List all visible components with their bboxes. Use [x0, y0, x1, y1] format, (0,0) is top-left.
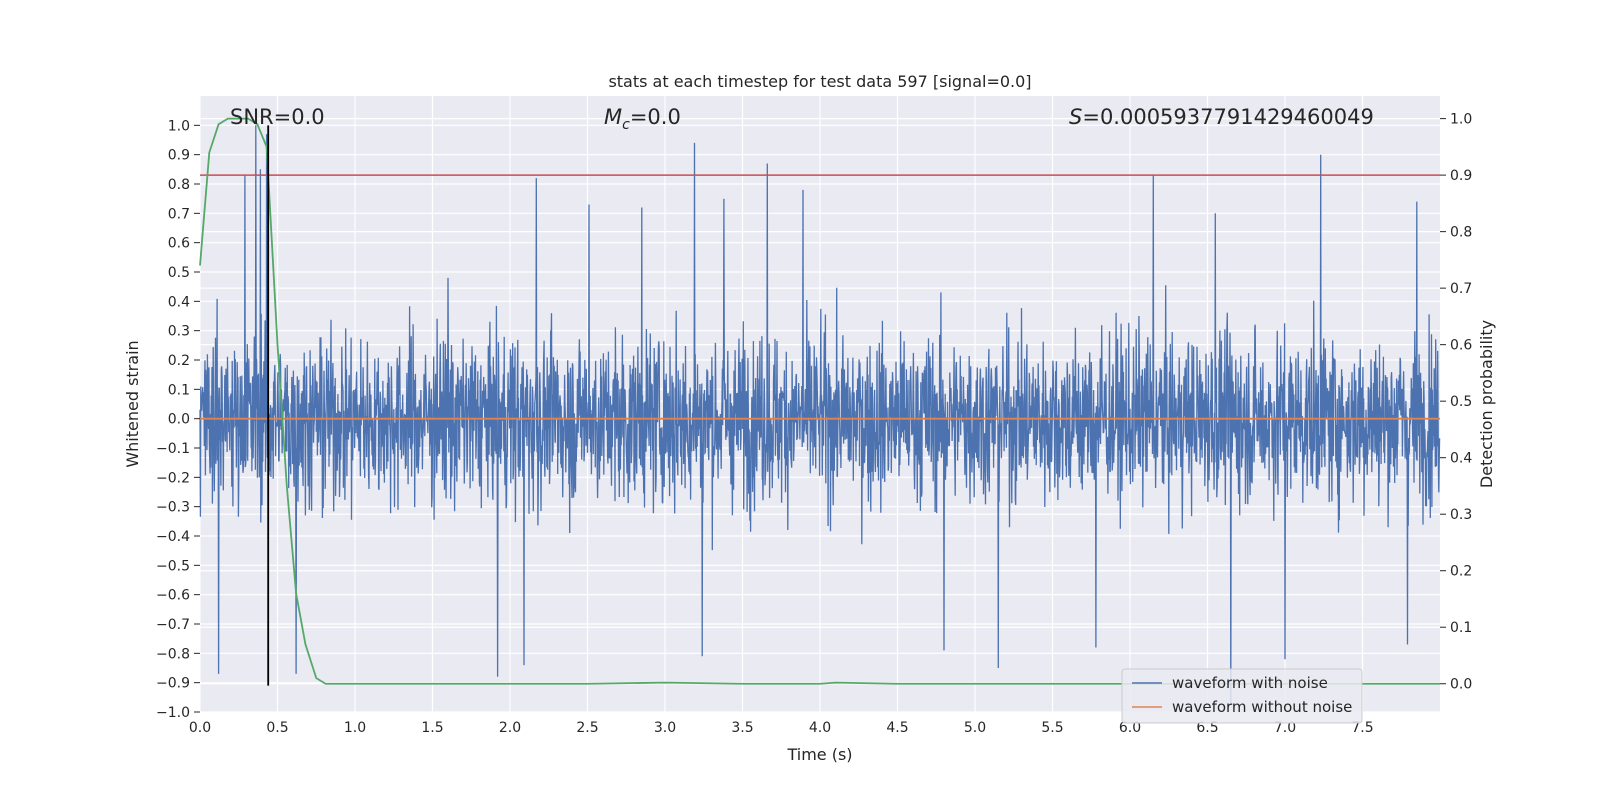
x-tick-label: 4.5 — [886, 720, 908, 736]
series-waveform-with-noise — [199, 125, 1441, 704]
y-tick-label: 0.5 — [168, 265, 190, 281]
y-tick-label: −0.5 — [156, 558, 190, 574]
y-tick-label: 1.0 — [168, 118, 190, 134]
x-tick-label: 2.5 — [576, 720, 598, 736]
y-tick-label: −0.4 — [156, 529, 190, 545]
y2-tick-label: 0.0 — [1450, 677, 1472, 693]
x-tick-label: 5.5 — [1041, 720, 1063, 736]
x-tick-label: 7.0 — [1274, 720, 1296, 736]
annotation-layer: SNR=0.0 Mc=0.0 S=0.0005937791429460049 — [230, 105, 1374, 133]
y-tick-label: 0.0 — [168, 412, 190, 428]
y-tick-label: −0.6 — [156, 588, 190, 604]
legend: waveform with noise waveform without noi… — [1121, 668, 1363, 724]
y2-tick-label: 0.8 — [1450, 225, 1472, 241]
y2-tick-label: 0.6 — [1450, 338, 1472, 354]
y-tick-label: −0.9 — [156, 676, 190, 692]
y-tick-label: 0.3 — [168, 324, 190, 340]
y-tick-label: −0.2 — [156, 470, 190, 486]
y-tick-label: −0.7 — [156, 617, 190, 633]
detection-stat-annotation: S=0.0005937791429460049 — [1069, 105, 1374, 129]
x-tick-label: 3.0 — [654, 720, 676, 736]
x-tick-label: 1.5 — [421, 720, 443, 736]
y2-axis-label: Detection probability — [1477, 320, 1496, 488]
x-tick-label: 4.0 — [809, 720, 831, 736]
y-tick-label: 0.7 — [168, 206, 190, 222]
legend-label-noisy: waveform with noise — [1172, 674, 1328, 692]
y-tick-label: 0.9 — [168, 148, 190, 164]
y-tick-label: 0.1 — [168, 382, 190, 398]
x-tick-label: 0.5 — [266, 720, 288, 736]
chart-title: stats at each timestep for test data 597… — [608, 72, 1031, 91]
y-tick-label: 0.4 — [168, 294, 190, 310]
x-tick-label: 0.0 — [189, 720, 211, 736]
y-tick-label: 0.2 — [168, 353, 190, 369]
y-tick-label: −0.1 — [156, 441, 190, 457]
tick-layer: 0.0 0.5 1.0 1.5 2.0 2.5 3.0 3.5 4.0 4.5 5.0 5.5 6.0 6… — [156, 112, 1472, 736]
x-tick-label: 7.5 — [1351, 720, 1373, 736]
y2-tick-label: 1.0 — [1450, 112, 1472, 128]
snr-annotation: SNR=0.0 — [230, 105, 325, 129]
x-tick-label: 2.0 — [499, 720, 521, 736]
y2-tick-label: 0.9 — [1450, 168, 1472, 184]
y-axis-label: Whitened strain — [123, 340, 142, 467]
series-layer — [199, 117, 1441, 704]
x-axis-label: Time (s) — [786, 745, 852, 764]
y-tick-label: −1.0 — [156, 705, 190, 721]
x-tick-label: 5.0 — [964, 720, 986, 736]
y2-tick-label: 0.2 — [1450, 564, 1472, 580]
legend-label-clean: waveform without noise — [1172, 698, 1352, 716]
y-tick-label: 0.6 — [168, 236, 190, 252]
y2-tick-label: 0.4 — [1450, 451, 1472, 467]
x-tick-label: 6.5 — [1196, 720, 1218, 736]
x-tick-label: 1.0 — [344, 720, 366, 736]
y2-tick-label: 0.5 — [1450, 394, 1472, 410]
y2-tick-label: 0.7 — [1450, 281, 1472, 297]
y2-tick-label: 0.3 — [1450, 507, 1472, 523]
y2-tick-label: 0.1 — [1450, 620, 1472, 636]
x-tick-label: 3.5 — [731, 720, 753, 736]
y-tick-label: −0.3 — [156, 500, 190, 516]
chirp-mass-annotation: Mc=0.0 — [604, 105, 681, 133]
y-tick-label: −0.8 — [156, 646, 190, 662]
y-tick-label: 0.8 — [168, 177, 190, 193]
legend-box — [1121, 668, 1363, 724]
x-tick-label: 6.0 — [1119, 720, 1141, 736]
series-detection-probability — [199, 117, 1440, 685]
